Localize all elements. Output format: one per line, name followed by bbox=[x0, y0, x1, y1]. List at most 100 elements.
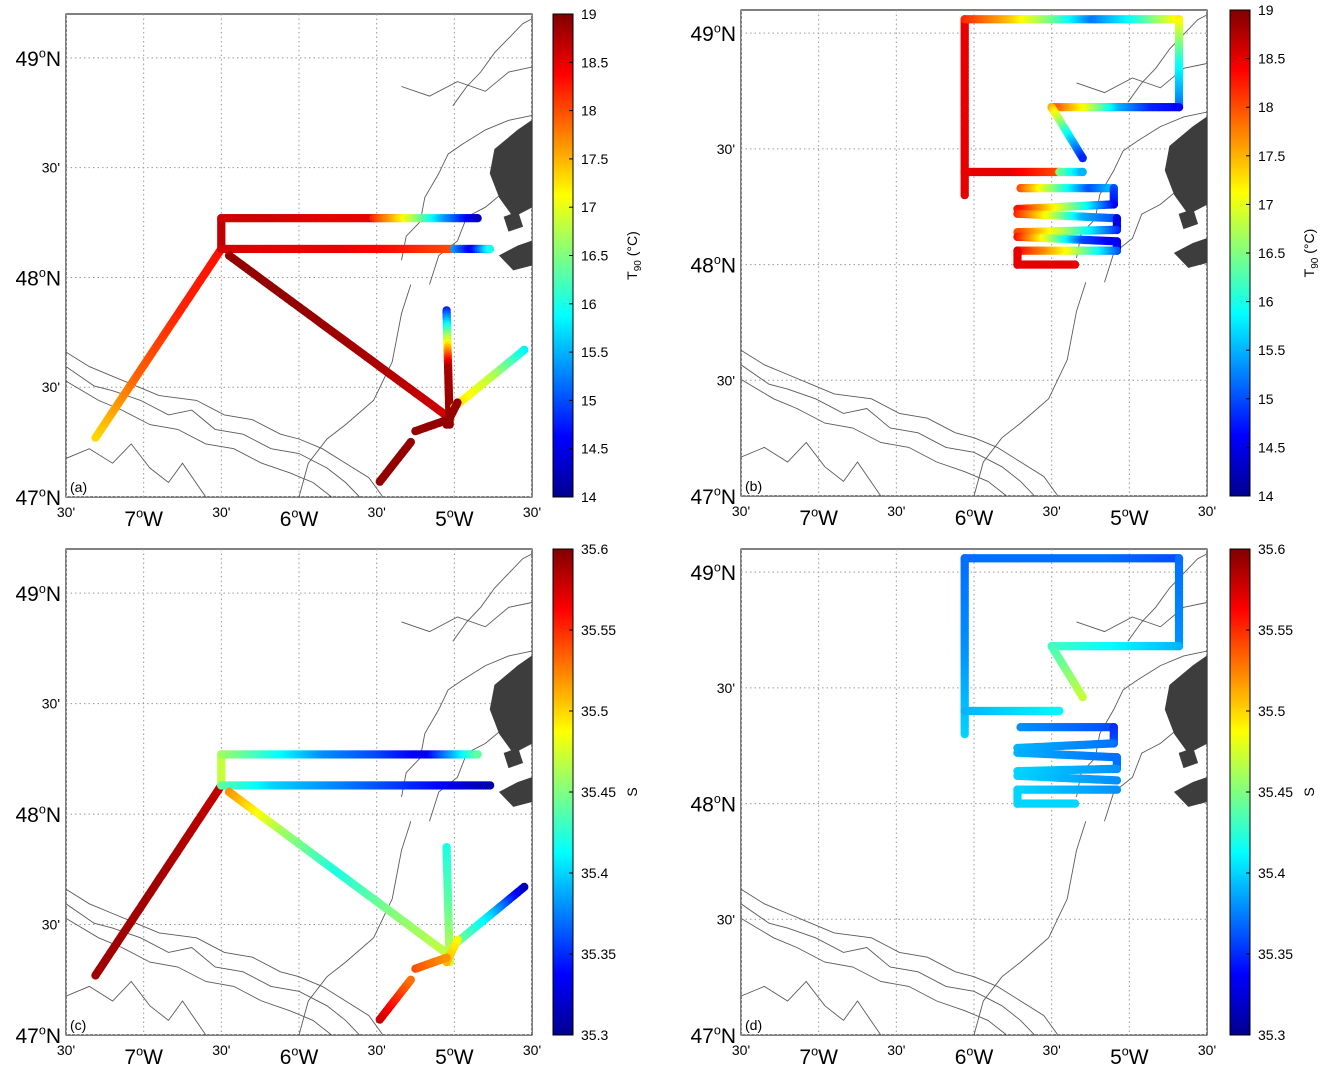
track-point bbox=[1055, 706, 1064, 716]
track-point bbox=[1070, 799, 1080, 808]
x-tick-label: 6oW bbox=[955, 1045, 994, 1067]
y-tick-label: 48oN bbox=[15, 803, 61, 827]
colorbar-label: T90 (°C) bbox=[624, 231, 644, 280]
panel-label: (a) bbox=[70, 479, 87, 495]
bathymetry-contour bbox=[973, 821, 1087, 1035]
y-tick-label: 49oN bbox=[15, 582, 61, 606]
colorbar-tick-label: 35.5 bbox=[1258, 703, 1285, 719]
colorbar-tick-label: 18 bbox=[1258, 99, 1274, 115]
colorbar-tick-label: 15.5 bbox=[581, 344, 608, 360]
y-tick-label: 49oN bbox=[15, 47, 61, 71]
y-tick-label: 47oN bbox=[15, 1024, 61, 1048]
land-mass bbox=[1164, 655, 1207, 754]
bathymetry-contour bbox=[741, 888, 1059, 1035]
land-mass bbox=[1178, 208, 1199, 230]
land-mass bbox=[489, 655, 532, 754]
track-point bbox=[473, 750, 482, 759]
bathymetry-contour bbox=[66, 366, 360, 497]
panel-a: (a)30' 7oW 30' 6oW 30' 5oW 30'47oN30'48oN30'49… bbox=[15, 6, 644, 531]
panel-c: (c)30' 7oW 30' 6oW 30' 5oW 30'47oN30'48oN30'49… bbox=[15, 541, 640, 1067]
colorbar-tick-label: 35.45 bbox=[1258, 784, 1293, 800]
bathymetry-contour bbox=[741, 349, 1059, 496]
bathymetry-contour bbox=[1076, 650, 1207, 797]
ship-track-points bbox=[960, 554, 1184, 808]
y-tick-label: 48oN bbox=[690, 792, 736, 816]
colorbar-tick-label: 15 bbox=[581, 392, 597, 408]
land-mass bbox=[503, 211, 524, 232]
colorbar-tick-label: 35.55 bbox=[581, 622, 616, 638]
colorbar-tick-label: 17.5 bbox=[1258, 148, 1285, 164]
colorbar-tick-label: 16.5 bbox=[581, 248, 608, 264]
land-mass bbox=[489, 119, 532, 218]
y-tick-label: 30' bbox=[42, 160, 60, 176]
x-tick-label: 5oW bbox=[1110, 506, 1149, 530]
colorbar-tick-label: 35.45 bbox=[581, 784, 616, 800]
land-mass bbox=[498, 240, 532, 271]
y-tick-label: 30' bbox=[42, 379, 60, 395]
colorbar-tick-label: 18.5 bbox=[581, 54, 608, 70]
track-point bbox=[453, 398, 462, 407]
land-mass bbox=[1173, 777, 1207, 807]
track-point bbox=[1112, 776, 1122, 785]
x-tick-label: 30' bbox=[523, 1042, 541, 1058]
bathymetry-contour bbox=[741, 980, 882, 1035]
x-tick-label: 30' bbox=[368, 504, 386, 520]
land-mass bbox=[503, 747, 524, 769]
map-area bbox=[741, 549, 1207, 1035]
colorbar-tick-label: 16 bbox=[581, 296, 597, 312]
panel-label: (b) bbox=[745, 478, 762, 494]
colorbar-tick-label: 16 bbox=[1258, 294, 1274, 310]
bathymetry-contour bbox=[401, 114, 532, 261]
x-tick-label: 7oW bbox=[799, 506, 838, 530]
ship-track-points bbox=[91, 750, 529, 1024]
bathymetry-contour bbox=[1076, 602, 1207, 633]
track-point bbox=[442, 953, 451, 962]
bathymetry-contour bbox=[401, 602, 532, 633]
colorbar-tick-label: 15 bbox=[1258, 391, 1274, 407]
x-tick-label: 5oW bbox=[435, 507, 474, 531]
bathymetry-contour bbox=[452, 18, 532, 107]
y-tick-label: 48oN bbox=[690, 253, 736, 277]
bathymetry-contour bbox=[298, 821, 412, 1035]
x-tick-label: 30' bbox=[732, 503, 750, 519]
y-tick-label: 47oN bbox=[690, 1024, 736, 1048]
land-mass bbox=[1173, 238, 1207, 268]
colorbar-tick-label: 35.5 bbox=[581, 703, 608, 719]
track-point bbox=[1078, 153, 1087, 163]
bathymetry-contour bbox=[298, 284, 412, 497]
bathymetry-contour bbox=[1127, 553, 1207, 642]
x-tick-label: 6oW bbox=[955, 506, 994, 530]
colorbar-tick-label: 19 bbox=[1258, 2, 1274, 18]
colorbar-tick-label: 35.4 bbox=[1258, 865, 1285, 881]
bathymetry-contour bbox=[1076, 63, 1207, 94]
y-tick-label: 47oN bbox=[15, 486, 61, 510]
track-point bbox=[1078, 692, 1087, 702]
colorbar-tick-label: 19 bbox=[581, 6, 597, 22]
track-point bbox=[485, 781, 495, 790]
bathymetry-contour bbox=[741, 918, 1007, 1035]
land-mass bbox=[1178, 747, 1199, 769]
track-point bbox=[453, 935, 462, 945]
track-point bbox=[406, 975, 415, 984]
map-area bbox=[66, 14, 532, 497]
y-tick-label: 49oN bbox=[690, 22, 736, 46]
x-tick-label: 7oW bbox=[124, 1045, 163, 1067]
x-tick-label: 30' bbox=[523, 504, 541, 520]
x-tick-label: 30' bbox=[57, 1042, 75, 1058]
colorbar-tick-label: 35.4 bbox=[581, 865, 608, 881]
x-tick-label: 7oW bbox=[799, 1045, 838, 1067]
x-tick-label: 30' bbox=[1198, 1042, 1216, 1058]
track-point bbox=[1078, 167, 1087, 177]
y-tick-label: 30' bbox=[42, 917, 60, 933]
x-tick-label: 6oW bbox=[280, 1045, 319, 1067]
x-tick-label: 30' bbox=[1043, 503, 1061, 519]
bathymetry-contour bbox=[66, 903, 360, 1035]
colorbar-tick-label: 15.5 bbox=[1258, 342, 1285, 358]
colorbar-tick-label: 35.3 bbox=[581, 1027, 608, 1043]
bathymetry-contour bbox=[973, 282, 1087, 496]
colorbar: 14 14.5 15 15.5 16 16.5 17 17.5 18 18.5 19 T90 (°C) bbox=[1229, 2, 1321, 504]
y-tick-label: 48oN bbox=[15, 266, 61, 290]
land-mass bbox=[498, 777, 532, 807]
bathymetry-contour bbox=[741, 903, 1035, 1035]
